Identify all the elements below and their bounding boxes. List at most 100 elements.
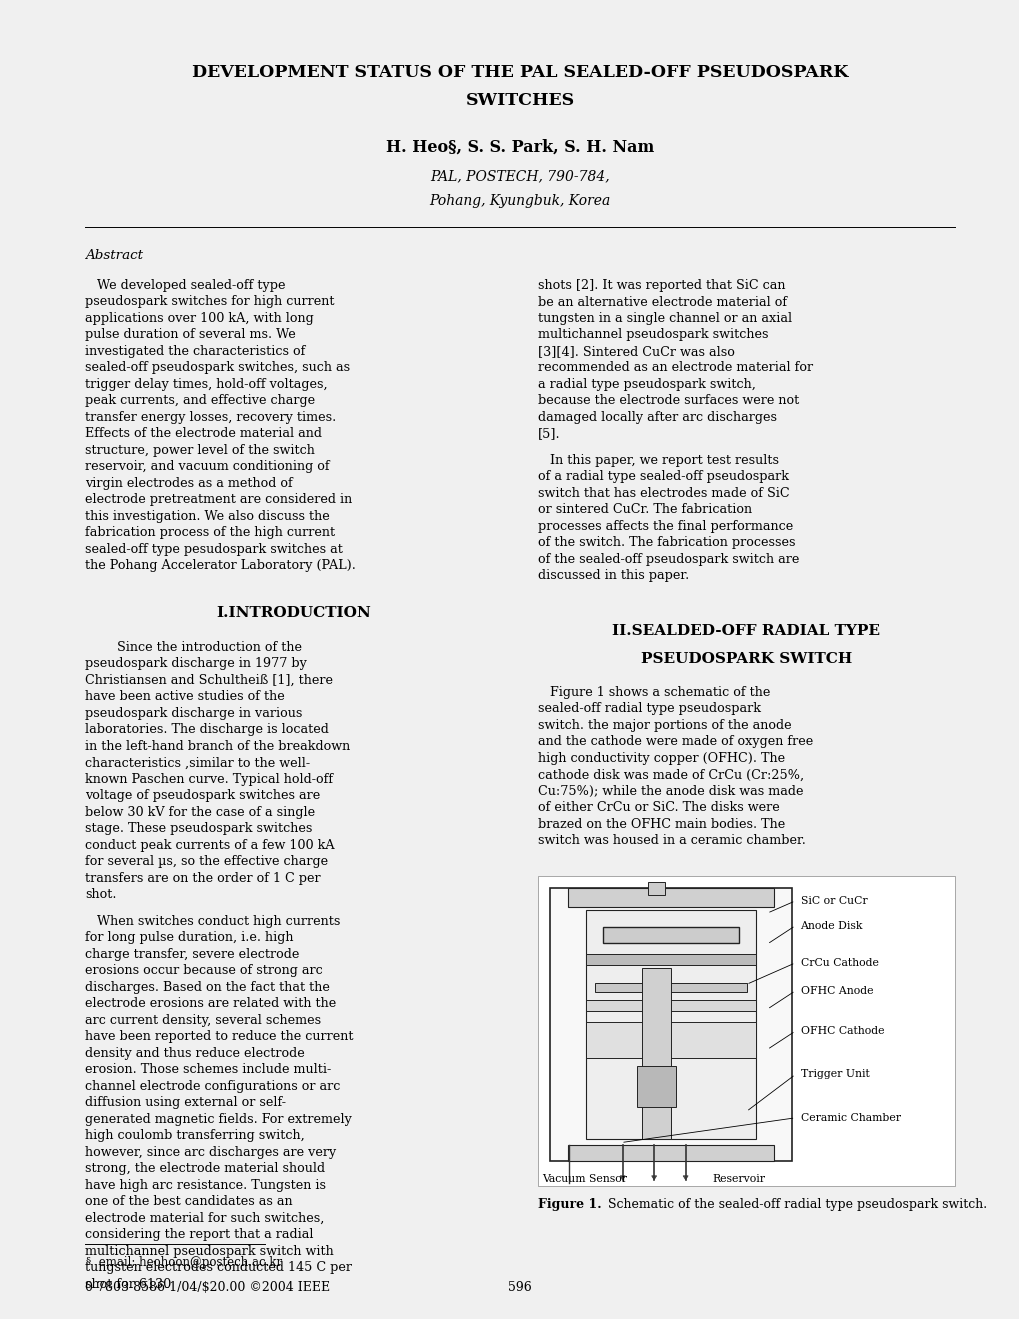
Text: email: heohoon@postech.ac.kr: email: heohoon@postech.ac.kr (95, 1256, 282, 1269)
Text: diffusion using external or self-: diffusion using external or self- (85, 1096, 285, 1109)
Text: transfers are on the order of 1 C per: transfers are on the order of 1 C per (85, 872, 320, 885)
Text: reservoir, and vacuum conditioning of: reservoir, and vacuum conditioning of (85, 460, 329, 474)
Text: brazed on the OFHC main bodies. The: brazed on the OFHC main bodies. The (537, 818, 784, 831)
Text: OFHC Anode: OFHC Anode (800, 985, 872, 996)
Text: We developed sealed-off type: We developed sealed-off type (85, 280, 285, 291)
Text: transfer energy losses, recovery times.: transfer energy losses, recovery times. (85, 412, 336, 423)
Text: Reservoir: Reservoir (712, 1174, 765, 1183)
Bar (568, 889, 773, 907)
Text: sealed-off radial type pseudospark: sealed-off radial type pseudospark (537, 703, 760, 715)
Text: voltage of pseudospark switches are: voltage of pseudospark switches are (85, 790, 320, 802)
Bar (586, 1022, 755, 1058)
Text: tungsten in a single channel or an axial: tungsten in a single channel or an axial (537, 313, 791, 324)
Text: cathode disk was made of CrCu (Cr:25%,: cathode disk was made of CrCu (Cr:25%, (537, 769, 803, 781)
Text: II.SEALDED-OFF RADIAL TYPE: II.SEALDED-OFF RADIAL TYPE (611, 624, 879, 638)
Bar (637, 1066, 676, 1107)
Text: SWITCHES: SWITCHES (465, 92, 574, 109)
Text: discussed in this paper.: discussed in this paper. (537, 570, 688, 583)
Text: high conductivity copper (OFHC). The: high conductivity copper (OFHC). The (537, 752, 784, 765)
Text: one of the best candidates as an: one of the best candidates as an (85, 1195, 292, 1208)
Text: of either CrCu or SiC. The disks were: of either CrCu or SiC. The disks were (537, 802, 779, 815)
Bar (568, 1145, 773, 1161)
Text: electrode pretreatment are considered in: electrode pretreatment are considered in (85, 493, 352, 506)
Text: known Paschen curve. Typical hold-off: known Paschen curve. Typical hold-off (85, 773, 333, 786)
Text: Schematic of the sealed-off radial type pseudospark switch.: Schematic of the sealed-off radial type … (599, 1198, 985, 1211)
Text: H. Heo§, S. S. Park, S. H. Nam: H. Heo§, S. S. Park, S. H. Nam (385, 138, 653, 156)
Text: §: § (85, 1256, 90, 1265)
Text: Figure 1.: Figure 1. (537, 1198, 600, 1211)
Text: multichannel pseudospark switches: multichannel pseudospark switches (537, 328, 767, 342)
Text: Since the introduction of the: Since the introduction of the (85, 641, 302, 654)
Text: [5].: [5]. (537, 427, 559, 441)
Text: Cu:75%); while the anode disk was made: Cu:75%); while the anode disk was made (537, 785, 802, 798)
Text: processes affects the final performance: processes affects the final performance (537, 520, 792, 533)
Text: 0-7803-8586-1/04/$20.00 ©2004 IEEE: 0-7803-8586-1/04/$20.00 ©2004 IEEE (85, 1281, 330, 1294)
Text: this investigation. We also discuss the: this investigation. We also discuss the (85, 510, 329, 524)
Text: of the switch. The fabrication processes: of the switch. The fabrication processes (537, 537, 794, 550)
Text: CrCu Cathode: CrCu Cathode (800, 958, 877, 968)
Text: however, since arc discharges are very: however, since arc discharges are very (85, 1146, 336, 1159)
Text: have high arc resistance. Tungsten is: have high arc resistance. Tungsten is (85, 1179, 326, 1192)
Text: peak currents, and effective charge: peak currents, and effective charge (85, 394, 315, 408)
Bar (586, 954, 755, 964)
Text: high coulomb transferring switch,: high coulomb transferring switch, (85, 1129, 305, 1142)
Bar (549, 889, 792, 1161)
Text: in the left-hand branch of the breakdown: in the left-hand branch of the breakdown (85, 740, 350, 753)
Text: structure, power level of the switch: structure, power level of the switch (85, 445, 315, 456)
Bar (594, 983, 747, 992)
Bar (586, 1000, 755, 1012)
Text: Vacuum Sensor: Vacuum Sensor (542, 1174, 627, 1183)
Text: considering the report that a radial: considering the report that a radial (85, 1228, 313, 1241)
Text: discharges. Based on the fact that the: discharges. Based on the fact that the (85, 981, 329, 995)
Text: applications over 100 kA, with long: applications over 100 kA, with long (85, 313, 314, 324)
Text: density and thus reduce electrode: density and thus reduce electrode (85, 1047, 305, 1060)
Text: have been active studies of the: have been active studies of the (85, 691, 284, 703)
Text: When switches conduct high currents: When switches conduct high currents (85, 915, 340, 929)
Text: erosion. Those schemes include multi-: erosion. Those schemes include multi- (85, 1063, 331, 1076)
Text: DEVELOPMENT STATUS OF THE PAL SEALED-OFF PSEUDOSPARK: DEVELOPMENT STATUS OF THE PAL SEALED-OFF… (192, 65, 848, 80)
Text: electrode erosions are related with the: electrode erosions are related with the (85, 997, 336, 1010)
Bar (647, 882, 664, 894)
Polygon shape (651, 1175, 656, 1179)
Text: of the sealed-off pseudospark switch are: of the sealed-off pseudospark switch are (537, 553, 798, 566)
Text: or sintered CuCr. The fabrication: or sintered CuCr. The fabrication (537, 504, 751, 517)
Text: switch. the major portions of the anode: switch. the major portions of the anode (537, 719, 791, 732)
Text: pseudospark discharge in 1977 by: pseudospark discharge in 1977 by (85, 657, 307, 670)
Text: shots [2]. It was reported that SiC can: shots [2]. It was reported that SiC can (537, 280, 785, 291)
Text: multichannel pseudospark switch with: multichannel pseudospark switch with (85, 1245, 333, 1258)
Text: In this paper, we report test results: In this paper, we report test results (537, 454, 777, 467)
Text: have been reported to reduce the current: have been reported to reduce the current (85, 1030, 354, 1043)
Text: Abstract: Abstract (85, 249, 143, 262)
Text: damaged locally after arc discharges: damaged locally after arc discharges (537, 412, 775, 423)
Text: charge transfer, severe electrode: charge transfer, severe electrode (85, 948, 300, 962)
Text: shot.: shot. (85, 889, 116, 901)
Text: Trigger Unit: Trigger Unit (800, 1070, 868, 1079)
Bar (641, 968, 671, 1140)
Text: Effects of the electrode material and: Effects of the electrode material and (85, 427, 322, 441)
Text: and the cathode were made of oxygen free: and the cathode were made of oxygen free (537, 736, 812, 748)
Text: fabrication process of the high current: fabrication process of the high current (85, 526, 335, 539)
Text: for long pulse duration, i.e. high: for long pulse duration, i.e. high (85, 931, 293, 944)
Bar (537, 876, 954, 1186)
Text: 596: 596 (507, 1281, 531, 1294)
Text: conduct peak currents of a few 100 kA: conduct peak currents of a few 100 kA (85, 839, 334, 852)
Text: channel electrode configurations or arc: channel electrode configurations or arc (85, 1080, 340, 1093)
Text: electrode material for such switches,: electrode material for such switches, (85, 1212, 324, 1225)
Polygon shape (620, 1175, 625, 1179)
Text: shot for 6130: shot for 6130 (85, 1278, 171, 1291)
Text: pseudospark discharge in various: pseudospark discharge in various (85, 707, 302, 720)
Bar (586, 910, 755, 1140)
Text: Pohang, Kyungbuk, Korea: Pohang, Kyungbuk, Korea (429, 194, 610, 208)
Text: characteristics ,similar to the well-: characteristics ,similar to the well- (85, 757, 310, 769)
Text: pulse duration of several ms. We: pulse duration of several ms. We (85, 328, 296, 342)
Text: below 30 kV for the case of a single: below 30 kV for the case of a single (85, 806, 315, 819)
Text: strong, the electrode material should: strong, the electrode material should (85, 1162, 325, 1175)
Text: OFHC Cathode: OFHC Cathode (800, 1026, 883, 1035)
Text: stage. These pseudospark switches: stage. These pseudospark switches (85, 823, 312, 835)
Text: switch was housed in a ceramic chamber.: switch was housed in a ceramic chamber. (537, 835, 805, 848)
Text: erosions occur because of strong arc: erosions occur because of strong arc (85, 964, 322, 977)
Text: PSEUDOSPARK SWITCH: PSEUDOSPARK SWITCH (640, 652, 851, 666)
Text: pseudospark switches for high current: pseudospark switches for high current (85, 295, 334, 309)
Text: sealed-off type pesudospark switches at: sealed-off type pesudospark switches at (85, 543, 342, 557)
Bar (602, 926, 738, 943)
